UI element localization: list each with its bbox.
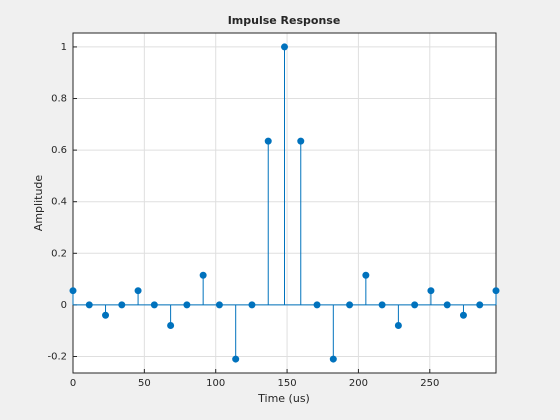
stem-marker <box>443 301 451 309</box>
stem-marker <box>427 287 435 295</box>
x-axis-label: Time (us) <box>257 392 310 405</box>
stem-marker <box>329 355 337 363</box>
stem-marker <box>183 301 191 309</box>
x-tick-label: 100 <box>206 378 225 389</box>
stem-marker <box>476 301 484 309</box>
x-tick-label: 250 <box>420 378 439 389</box>
stem-marker <box>215 301 223 309</box>
stem-marker <box>248 301 256 309</box>
y-axis-label: Amplitude <box>32 175 45 232</box>
stem-marker <box>378 301 386 309</box>
y-tick-label: 1 <box>61 42 67 53</box>
stem-marker <box>313 301 321 309</box>
stem-marker <box>118 301 126 309</box>
x-tick-label: 0 <box>70 378 76 389</box>
stem-marker <box>297 137 305 145</box>
stem-marker <box>492 287 500 295</box>
stem-marker <box>394 322 402 330</box>
x-tick-label: 150 <box>278 378 297 389</box>
y-tick-label: 0 <box>61 300 67 311</box>
y-tick-label: 0.4 <box>51 197 67 208</box>
stem-marker <box>150 301 158 309</box>
stem-marker <box>411 301 419 309</box>
x-tick-label: 200 <box>349 378 368 389</box>
y-tick-label: 0.8 <box>51 94 67 105</box>
stem-marker <box>85 301 93 309</box>
stem-marker <box>102 311 110 319</box>
stem-marker <box>134 287 142 295</box>
stem-marker <box>232 355 240 363</box>
stem-marker <box>459 311 467 319</box>
y-tick-label: -0.2 <box>47 351 67 362</box>
stem-marker <box>167 322 175 330</box>
stem-marker <box>346 301 354 309</box>
chart-title: Impulse Response <box>228 14 341 27</box>
stem-marker <box>281 43 288 51</box>
y-tick-label: 0.6 <box>51 145 67 156</box>
stem-marker <box>362 271 370 279</box>
x-tick-label: 50 <box>138 378 151 389</box>
stem-marker <box>264 137 272 145</box>
stem-marker <box>199 271 207 279</box>
stem-marker <box>69 287 77 295</box>
y-tick-label: 0.2 <box>51 248 67 259</box>
axes-box <box>72 32 497 374</box>
